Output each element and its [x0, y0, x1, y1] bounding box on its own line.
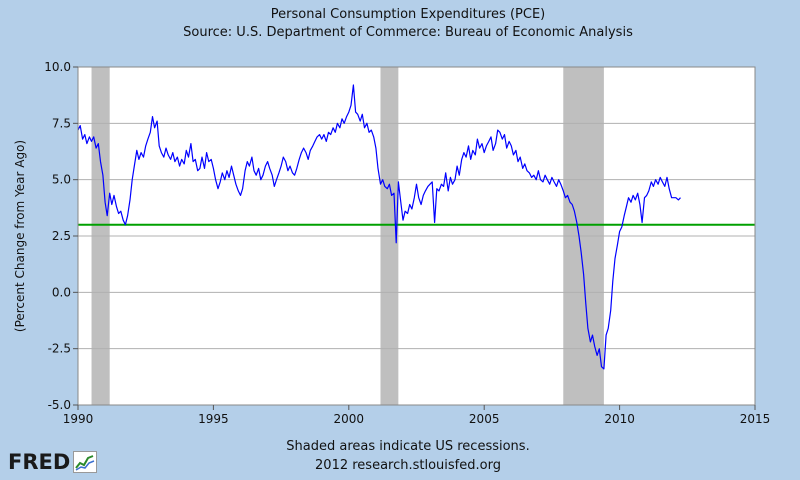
- footer-source-url: 2012 research.stlouisfed.org: [315, 458, 501, 473]
- y-tick-label: -2.5: [48, 342, 71, 356]
- x-tick-label: 2015: [740, 412, 771, 426]
- x-tick-label: 2010: [604, 412, 635, 426]
- y-tick-label: 10.0: [44, 60, 71, 74]
- series-line: [77, 84, 681, 370]
- y-tick-label: 2.5: [52, 229, 71, 243]
- x-tick-label: 2005: [469, 412, 500, 426]
- chart-title: Personal Consumption Expenditures (PCE): [271, 7, 545, 22]
- y-tick-label: 0.0: [52, 285, 71, 299]
- y-tick-label: -5.0: [48, 398, 71, 412]
- x-tick-label: 1995: [198, 412, 229, 426]
- chart-subtitle: Source: U.S. Department of Commerce: Bur…: [183, 25, 633, 40]
- chart-line-icon: [73, 451, 98, 473]
- x-axis-ticks: 1990 1995 2000 2005 2010 2015: [63, 405, 771, 426]
- y-axis-label: (Percent Change from Year Ago): [13, 140, 27, 332]
- x-tick-label: 2000: [334, 412, 365, 426]
- footer-recession-note: Shaded areas indicate US recessions.: [286, 439, 529, 454]
- x-tick-label: 1990: [63, 412, 94, 426]
- y-tick-label: 7.5: [52, 116, 71, 130]
- series-group: [77, 84, 681, 370]
- fred-logo-text: FRED: [8, 450, 71, 474]
- y-axis-ticks: 10.0 7.5 5.0 2.5 0.0 -2.5 -5.0: [44, 60, 78, 412]
- fred-logo: FRED: [8, 448, 98, 476]
- y-tick-label: 5.0: [52, 173, 71, 187]
